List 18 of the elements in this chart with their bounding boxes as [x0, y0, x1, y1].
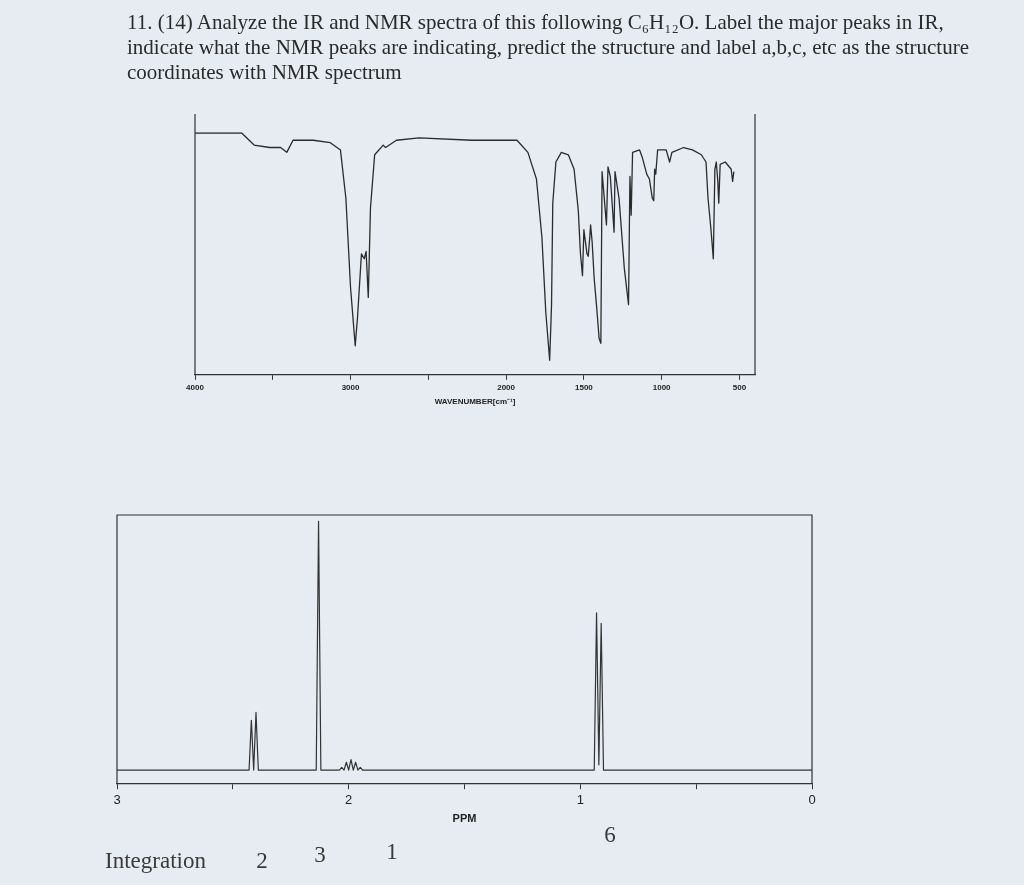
x-tick-label: 4000	[186, 382, 205, 392]
text: Integration	[105, 848, 207, 873]
x-tick-label: 0	[808, 791, 816, 807]
text: 6	[604, 822, 616, 847]
text: 1	[386, 839, 398, 864]
x-tick-label: 3	[113, 791, 121, 807]
x-tick-label: 1500	[574, 382, 594, 392]
x-tick-label: 1000	[652, 382, 672, 392]
text: 2	[256, 848, 268, 873]
x-tick-label: 2000	[497, 382, 516, 392]
x-tick-label: 1	[576, 791, 584, 807]
x-axis-title: WAVENUMBER[cm⁻¹]	[434, 397, 516, 407]
x-tick-label: 3000	[341, 382, 360, 392]
x-axis-title: PPM	[452, 812, 477, 825]
text: 3	[314, 842, 326, 867]
x-tick-label: 2	[345, 791, 353, 807]
x-tick-label: 500	[732, 382, 747, 392]
chart-title: 11. (14) Analyze the IR and NMR spectra of this following C₆H₁₂O. Label the major peaks in IR, indicate what the NMR peaks are indicating, predict the structure and label a,b,c, etc as the structure coordinates with NMR spectrum	[127, 10, 970, 85]
